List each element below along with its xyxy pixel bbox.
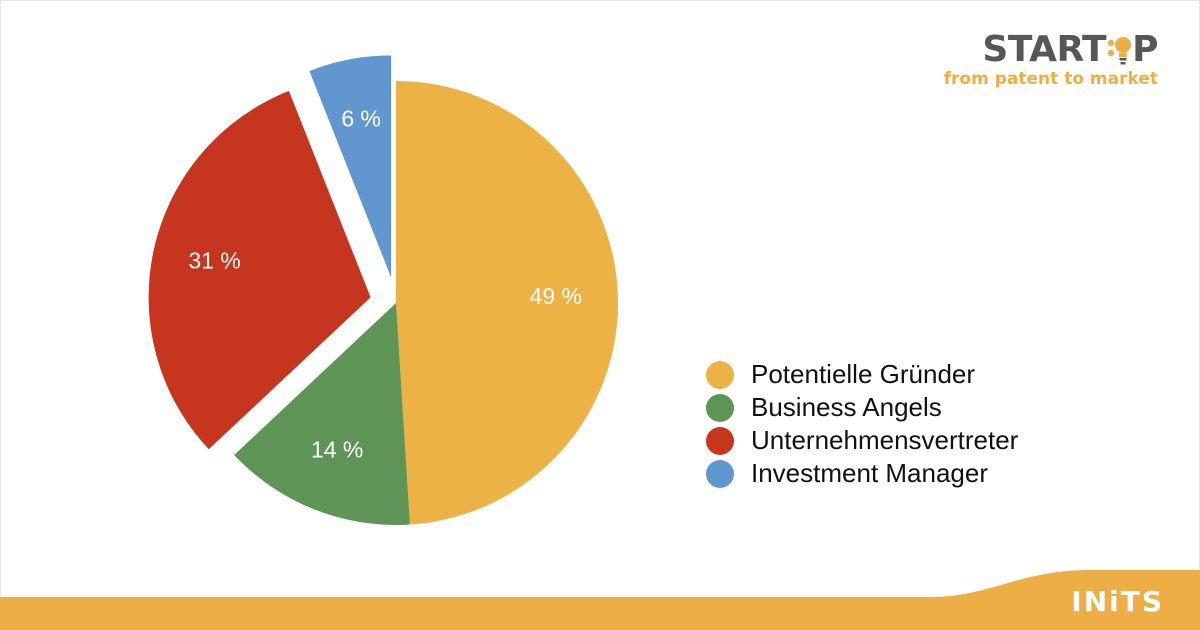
pie-slice-label-3: 6 % xyxy=(341,106,381,132)
startup-logo-title: START P xyxy=(944,30,1158,70)
footer-wave xyxy=(0,570,1200,630)
legend-label: Potentielle Gründer xyxy=(751,359,976,389)
legend-swatch xyxy=(706,426,734,455)
legend-swatch xyxy=(706,393,734,422)
pie-slice-0 xyxy=(396,81,619,525)
pie-slice-label-0: 49 % xyxy=(530,283,582,309)
legend-swatch xyxy=(706,459,734,488)
pie-slice-label-1: 14 % xyxy=(311,437,363,463)
pie-slice-2 xyxy=(148,90,371,450)
startup-logo-text-start: START xyxy=(982,29,1107,70)
legend-label: Investment Manager xyxy=(751,458,989,488)
lightbulb-icon xyxy=(1107,37,1132,65)
legend-item: Business Angels xyxy=(706,391,1018,424)
footer-band xyxy=(0,570,1200,630)
pie-slice-label-2: 31 % xyxy=(188,248,240,274)
legend-item: Investment Manager xyxy=(706,457,1018,490)
legend-item: Potentielle Gründer xyxy=(706,358,1018,391)
legend-label: Unternehmensvertreter xyxy=(751,425,1019,455)
chart-legend: Potentielle Gründer Business Angels Untern… xyxy=(706,358,1018,490)
inits-logo: INiTS xyxy=(1071,585,1164,618)
startup-logo: START P from patent to market xyxy=(943,30,1159,90)
pie-slice-3 xyxy=(309,55,392,278)
legend-swatch xyxy=(706,360,734,389)
legend-item: Unternehmensvertreter xyxy=(706,424,1018,457)
startup-logo-text-end: P xyxy=(1132,29,1158,70)
pie-slice-1 xyxy=(234,303,410,526)
startup-tagline: from patent to market xyxy=(943,69,1158,89)
legend-label: Business Angels xyxy=(751,392,942,422)
